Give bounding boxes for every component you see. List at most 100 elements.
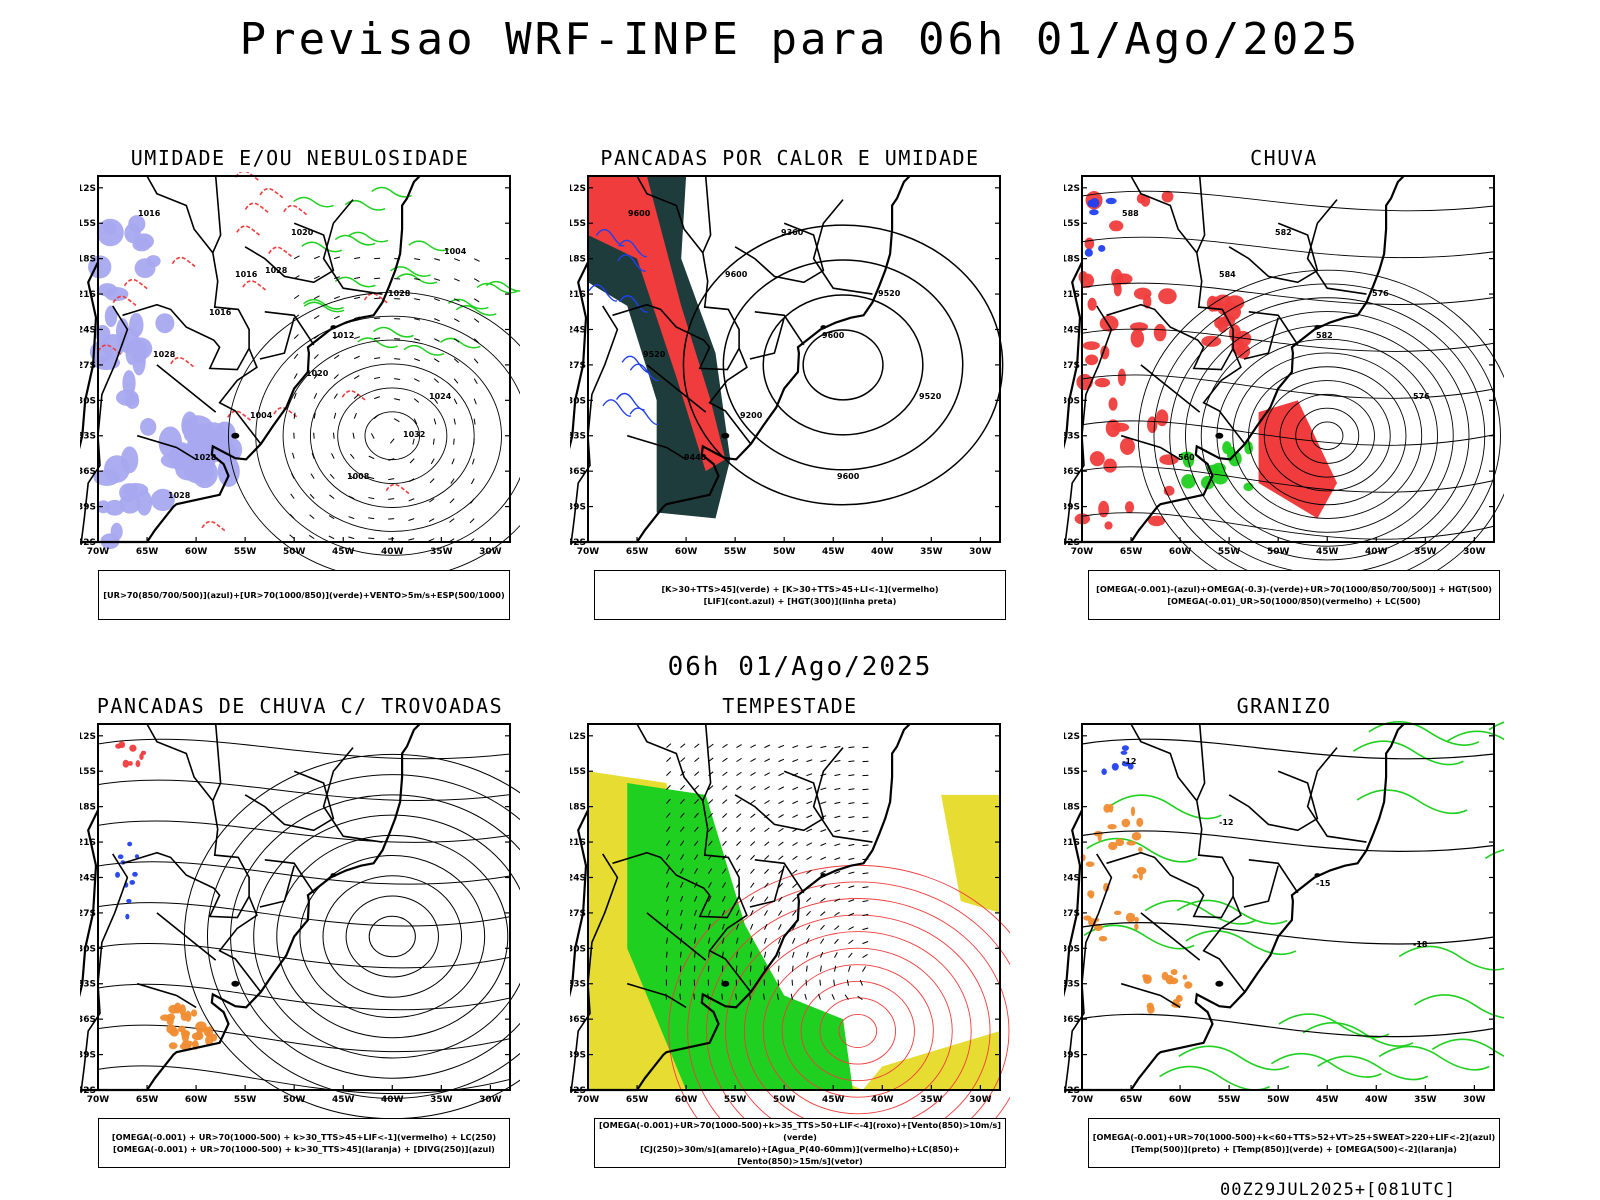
geopotential-contour bbox=[1279, 393, 1375, 478]
lon-label: 70W bbox=[577, 547, 600, 557]
wind-vector bbox=[680, 909, 683, 916]
contour-label: 1016 bbox=[209, 308, 232, 317]
map-umidade: 1016 1016 1012 1024 1028 1020 1028 1028 1004 1008… bbox=[80, 172, 520, 572]
wind-vector bbox=[354, 296, 361, 300]
temp850-contour-green bbox=[1446, 730, 1504, 742]
wind-vector bbox=[290, 493, 295, 499]
lon-label: 45W bbox=[332, 1095, 355, 1105]
geopotential-contour bbox=[802, 329, 884, 401]
streamline-red bbox=[725, 914, 991, 1120]
divergence-area-blue bbox=[117, 854, 124, 860]
wind-vector bbox=[693, 993, 695, 1000]
lon-label: 45W bbox=[332, 547, 355, 557]
wind-vector bbox=[844, 994, 849, 1000]
rain-area-red bbox=[1104, 521, 1113, 530]
wind-vector bbox=[450, 478, 455, 484]
rain-area-red bbox=[1214, 317, 1225, 329]
border-line bbox=[1228, 222, 1319, 284]
legend-line: [UR>70(850/700/500)](azul)+[UR>70(1000/8… bbox=[103, 590, 505, 600]
wind-vector bbox=[806, 787, 813, 791]
rain-area-red bbox=[1225, 295, 1245, 311]
wind-vector bbox=[453, 278, 460, 282]
wind-vector bbox=[792, 910, 797, 916]
wind-vector bbox=[735, 993, 737, 1000]
wind-vector bbox=[313, 392, 318, 399]
wind-vector bbox=[313, 315, 320, 320]
wind-vector bbox=[665, 937, 668, 944]
legend-line: [CJ(250)>30m/s](amarelo)+[Agua_P(40-60mm… bbox=[640, 1144, 960, 1166]
wind-vector bbox=[792, 786, 799, 791]
border-line bbox=[136, 982, 197, 1009]
wind-vector bbox=[722, 882, 726, 888]
wind-area-green bbox=[627, 783, 853, 1090]
streamline-red bbox=[838, 1013, 878, 1048]
wind-vector bbox=[666, 770, 672, 776]
wind-vector bbox=[453, 398, 458, 405]
lat-label: 36S bbox=[570, 1015, 586, 1025]
geopotential-contour bbox=[1248, 366, 1407, 506]
streamline bbox=[1081, 190, 1495, 212]
wind-vector bbox=[680, 812, 685, 818]
lat-label: 12S bbox=[570, 732, 586, 742]
wind-vector bbox=[736, 909, 740, 916]
lon-label: 40W bbox=[871, 547, 894, 557]
border-line bbox=[211, 723, 262, 993]
border-line bbox=[1140, 364, 1201, 413]
rain-area-red bbox=[1130, 329, 1145, 348]
humidity-contour-green bbox=[334, 234, 376, 246]
lat-label: 39S bbox=[1064, 1051, 1080, 1061]
lat-label: 33S bbox=[80, 432, 96, 442]
panel-title: TEMPESTADE bbox=[722, 694, 858, 718]
lon-label: 50W bbox=[1267, 1095, 1290, 1105]
wind-vector bbox=[679, 951, 682, 958]
rain-area-red bbox=[1161, 190, 1174, 203]
main-title: Previsao WRF-INPE para 06h 01/Ago/2025 bbox=[239, 14, 1361, 65]
wind-vector bbox=[666, 784, 671, 790]
wind-vector bbox=[848, 899, 855, 903]
lat-label: 30S bbox=[570, 944, 586, 954]
thickness-contour-red bbox=[242, 280, 268, 292]
streamline bbox=[1081, 236, 1495, 259]
humidity-area-blue bbox=[96, 500, 111, 514]
lat-label: 18S bbox=[80, 803, 96, 813]
wind-vector bbox=[820, 787, 827, 791]
wind-vector bbox=[806, 938, 810, 944]
lon-label: 30W bbox=[1463, 1095, 1486, 1105]
wind-vector bbox=[666, 826, 671, 832]
streamline bbox=[1081, 512, 1495, 540]
lat-label: 24S bbox=[1064, 873, 1080, 883]
island bbox=[820, 873, 827, 878]
contour-label: 9600 bbox=[628, 209, 651, 218]
lat-label: 18S bbox=[570, 255, 586, 265]
lat-label: 12S bbox=[1064, 732, 1080, 742]
lon-label: 55W bbox=[724, 547, 747, 557]
rain-area-blue bbox=[1089, 209, 1099, 216]
rain-area-red bbox=[1133, 287, 1152, 300]
border-line bbox=[812, 199, 873, 295]
wind-vector bbox=[722, 785, 728, 791]
contour-label: 584 bbox=[1219, 270, 1236, 279]
rain-area-red bbox=[1082, 341, 1100, 351]
lake bbox=[721, 980, 730, 987]
wind-vector bbox=[433, 378, 440, 384]
border-line bbox=[1306, 747, 1367, 843]
wind-vector bbox=[764, 799, 770, 805]
streamline bbox=[1081, 328, 1495, 352]
wind-vector bbox=[806, 800, 813, 805]
streamline bbox=[97, 1065, 511, 1095]
wind-vector bbox=[666, 798, 671, 804]
lat-label: 21S bbox=[570, 838, 586, 848]
temp850-contour-green bbox=[1398, 945, 1504, 971]
border-line bbox=[1243, 865, 1279, 908]
omega-area-orange bbox=[1108, 803, 1114, 813]
border-line bbox=[322, 747, 383, 843]
wind-vector bbox=[309, 493, 315, 499]
rain-area-red bbox=[1163, 485, 1175, 496]
wind-vector bbox=[846, 979, 849, 986]
wind-vector bbox=[764, 827, 770, 833]
wind-vector bbox=[666, 840, 671, 846]
wind-vector bbox=[848, 912, 855, 917]
legend-box: [UR>70(850/700/500)](azul)+[UR>70(1000/8… bbox=[98, 570, 510, 620]
lat-label: 33S bbox=[570, 432, 586, 442]
wind-vector bbox=[394, 398, 401, 401]
